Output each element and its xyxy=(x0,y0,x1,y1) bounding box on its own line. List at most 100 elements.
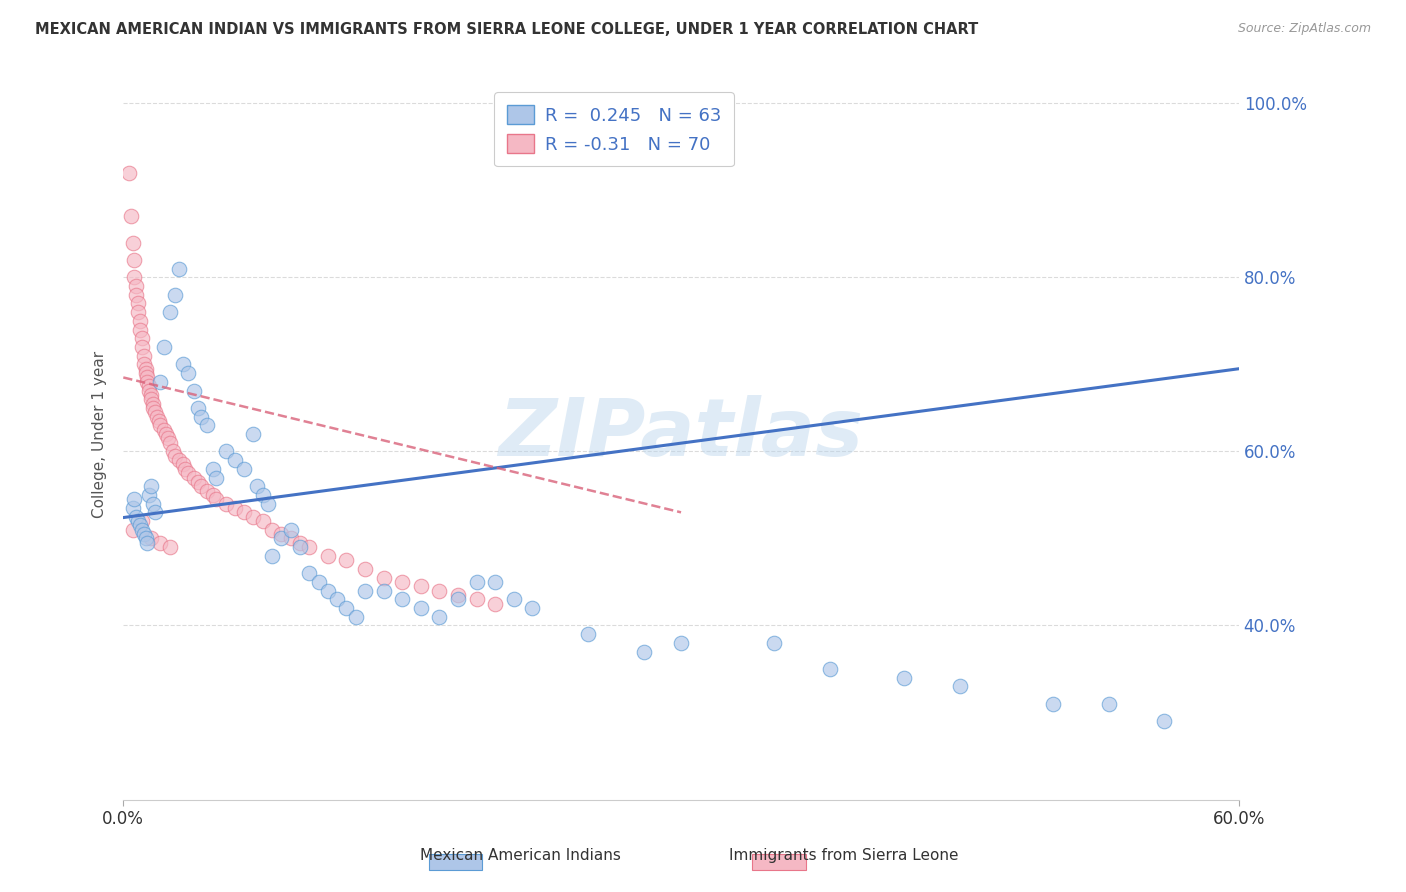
Point xyxy=(132,349,155,363)
Point xyxy=(149,418,172,433)
Point xyxy=(141,532,163,546)
Point xyxy=(172,358,194,372)
Point xyxy=(159,435,181,450)
Point xyxy=(522,601,544,615)
Point xyxy=(141,388,163,402)
Point xyxy=(173,462,195,476)
Point xyxy=(127,514,149,528)
Point xyxy=(893,671,915,685)
Text: Mexican American Indians: Mexican American Indians xyxy=(420,848,620,863)
Point xyxy=(205,492,228,507)
Point xyxy=(141,479,163,493)
Point xyxy=(127,305,149,319)
Point xyxy=(280,523,302,537)
Point xyxy=(121,235,143,250)
Point xyxy=(242,427,264,442)
Point xyxy=(167,453,190,467)
Point xyxy=(142,497,165,511)
Point xyxy=(270,532,292,546)
Point xyxy=(818,662,841,676)
Point xyxy=(260,549,283,563)
Point xyxy=(124,492,146,507)
Point xyxy=(183,470,205,484)
Point xyxy=(391,592,413,607)
Point xyxy=(125,509,148,524)
Point xyxy=(124,252,146,267)
Point xyxy=(224,500,246,515)
Point xyxy=(138,384,160,398)
Point xyxy=(149,536,172,550)
Point xyxy=(326,592,349,607)
Point xyxy=(1098,697,1121,711)
Point xyxy=(136,375,159,389)
Point xyxy=(142,396,165,410)
Point xyxy=(125,287,148,301)
Point xyxy=(270,527,292,541)
Point xyxy=(131,514,153,528)
Point xyxy=(129,518,152,533)
Point xyxy=(344,609,367,624)
Point xyxy=(762,636,785,650)
Point xyxy=(484,574,506,589)
Point xyxy=(149,375,172,389)
Point xyxy=(138,379,160,393)
Text: ZIPatlas: ZIPatlas xyxy=(499,395,863,473)
Point xyxy=(138,488,160,502)
Point xyxy=(165,287,187,301)
Point xyxy=(669,636,692,650)
Point xyxy=(159,305,181,319)
Point xyxy=(159,540,181,554)
Point xyxy=(316,549,339,563)
Text: Source: ZipAtlas.com: Source: ZipAtlas.com xyxy=(1237,22,1371,36)
Point xyxy=(484,597,506,611)
Point xyxy=(153,340,176,354)
Point xyxy=(335,553,357,567)
Point xyxy=(190,479,212,493)
Point xyxy=(252,514,274,528)
Point xyxy=(172,458,194,472)
Point xyxy=(127,296,149,310)
Point xyxy=(135,361,157,376)
Point xyxy=(118,166,141,180)
Point xyxy=(391,574,413,589)
Point xyxy=(201,488,224,502)
Point xyxy=(260,523,283,537)
Point xyxy=(246,479,269,493)
Point xyxy=(214,444,236,458)
Point xyxy=(280,532,302,546)
Point xyxy=(308,574,330,589)
Point xyxy=(135,532,157,546)
Point xyxy=(136,370,159,384)
Point xyxy=(214,497,236,511)
Point xyxy=(167,261,190,276)
Point xyxy=(195,483,218,498)
Point xyxy=(465,592,488,607)
Point xyxy=(949,679,972,693)
Text: Immigrants from Sierra Leone: Immigrants from Sierra Leone xyxy=(728,848,959,863)
Point xyxy=(135,366,157,380)
Point xyxy=(132,358,155,372)
Point xyxy=(124,270,146,285)
Point xyxy=(131,331,153,345)
Point xyxy=(288,540,311,554)
Point xyxy=(142,401,165,415)
Point xyxy=(447,592,470,607)
Point xyxy=(183,384,205,398)
Point xyxy=(373,571,395,585)
Point xyxy=(409,579,432,593)
Legend: R =  0.245   N = 63, R = -0.31   N = 70: R = 0.245 N = 63, R = -0.31 N = 70 xyxy=(495,92,734,166)
Point xyxy=(576,627,599,641)
Point xyxy=(354,562,377,576)
Point xyxy=(177,366,200,380)
Point xyxy=(288,536,311,550)
Point xyxy=(298,540,321,554)
Point xyxy=(143,405,166,419)
Point xyxy=(136,536,159,550)
Point xyxy=(409,601,432,615)
Point xyxy=(156,431,179,445)
Point xyxy=(145,409,167,424)
Point xyxy=(121,500,143,515)
Point xyxy=(143,505,166,519)
Point xyxy=(316,583,339,598)
Point xyxy=(427,583,450,598)
